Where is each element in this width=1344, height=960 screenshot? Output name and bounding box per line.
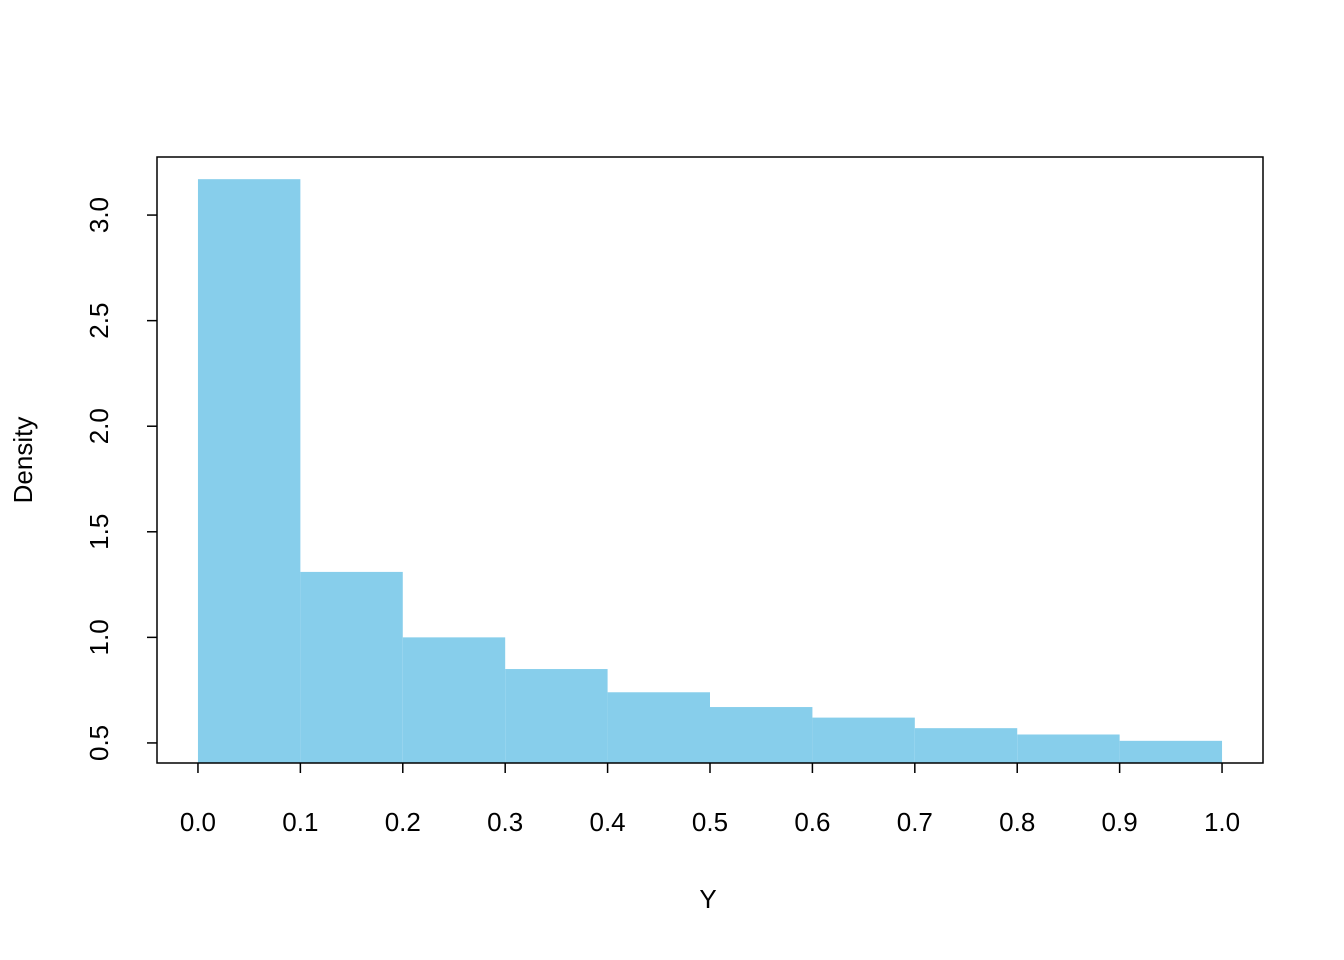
bar (812, 717, 915, 763)
y-tick-label: 2.0 (84, 408, 114, 444)
x-tick-label: 0.3 (487, 807, 523, 837)
x-tick-label: 1.0 (1204, 807, 1240, 837)
bar (607, 692, 710, 763)
bar (197, 179, 301, 764)
bar (914, 728, 1018, 763)
bar (300, 571, 403, 763)
x-tick-label: 0.8 (999, 807, 1035, 837)
x-tick-label: 0.9 (1102, 807, 1138, 837)
x-tick-label: 0.4 (590, 807, 626, 837)
y-tick-label: 1.5 (84, 514, 114, 550)
x-tick-label: 0.7 (897, 807, 933, 837)
x-tick-label: 0.5 (692, 807, 728, 837)
x-tick-label: 0.2 (385, 807, 421, 837)
x-tick-label: 0.0 (180, 807, 216, 837)
y-axis-label: Density (8, 417, 38, 504)
bar (1017, 734, 1120, 763)
bar (402, 637, 506, 763)
bar (1119, 740, 1223, 763)
x-tick-label: 0.6 (794, 807, 830, 837)
y-tick-label: 2.5 (84, 303, 114, 339)
y-tick-label: 3.0 (84, 197, 114, 233)
x-axis-label: Y (699, 884, 716, 914)
x-tick-label: 0.1 (282, 807, 318, 837)
y-tick-label: 1.0 (84, 619, 114, 655)
y-tick-label: 0.5 (84, 725, 114, 761)
bar (505, 669, 608, 763)
bar (710, 707, 813, 763)
